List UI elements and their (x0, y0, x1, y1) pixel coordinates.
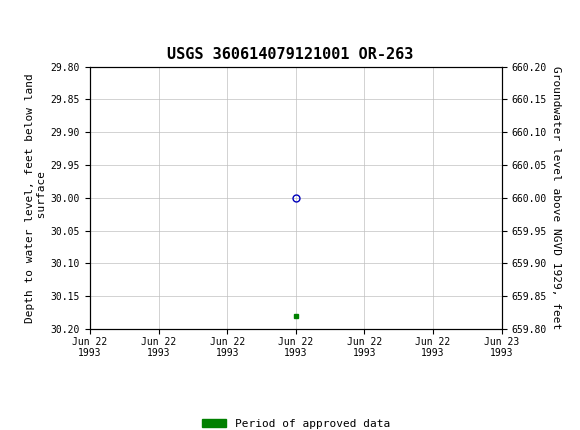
Text: ≋USGS: ≋USGS (3, 10, 49, 25)
Legend: Period of approved data: Period of approved data (197, 415, 394, 430)
Y-axis label: Groundwater level above NGVD 1929, feet: Groundwater level above NGVD 1929, feet (551, 66, 561, 329)
Text: USGS 360614079121001 OR-263: USGS 360614079121001 OR-263 (167, 47, 413, 62)
Y-axis label: Depth to water level, feet below land
 surface: Depth to water level, feet below land su… (25, 73, 46, 322)
